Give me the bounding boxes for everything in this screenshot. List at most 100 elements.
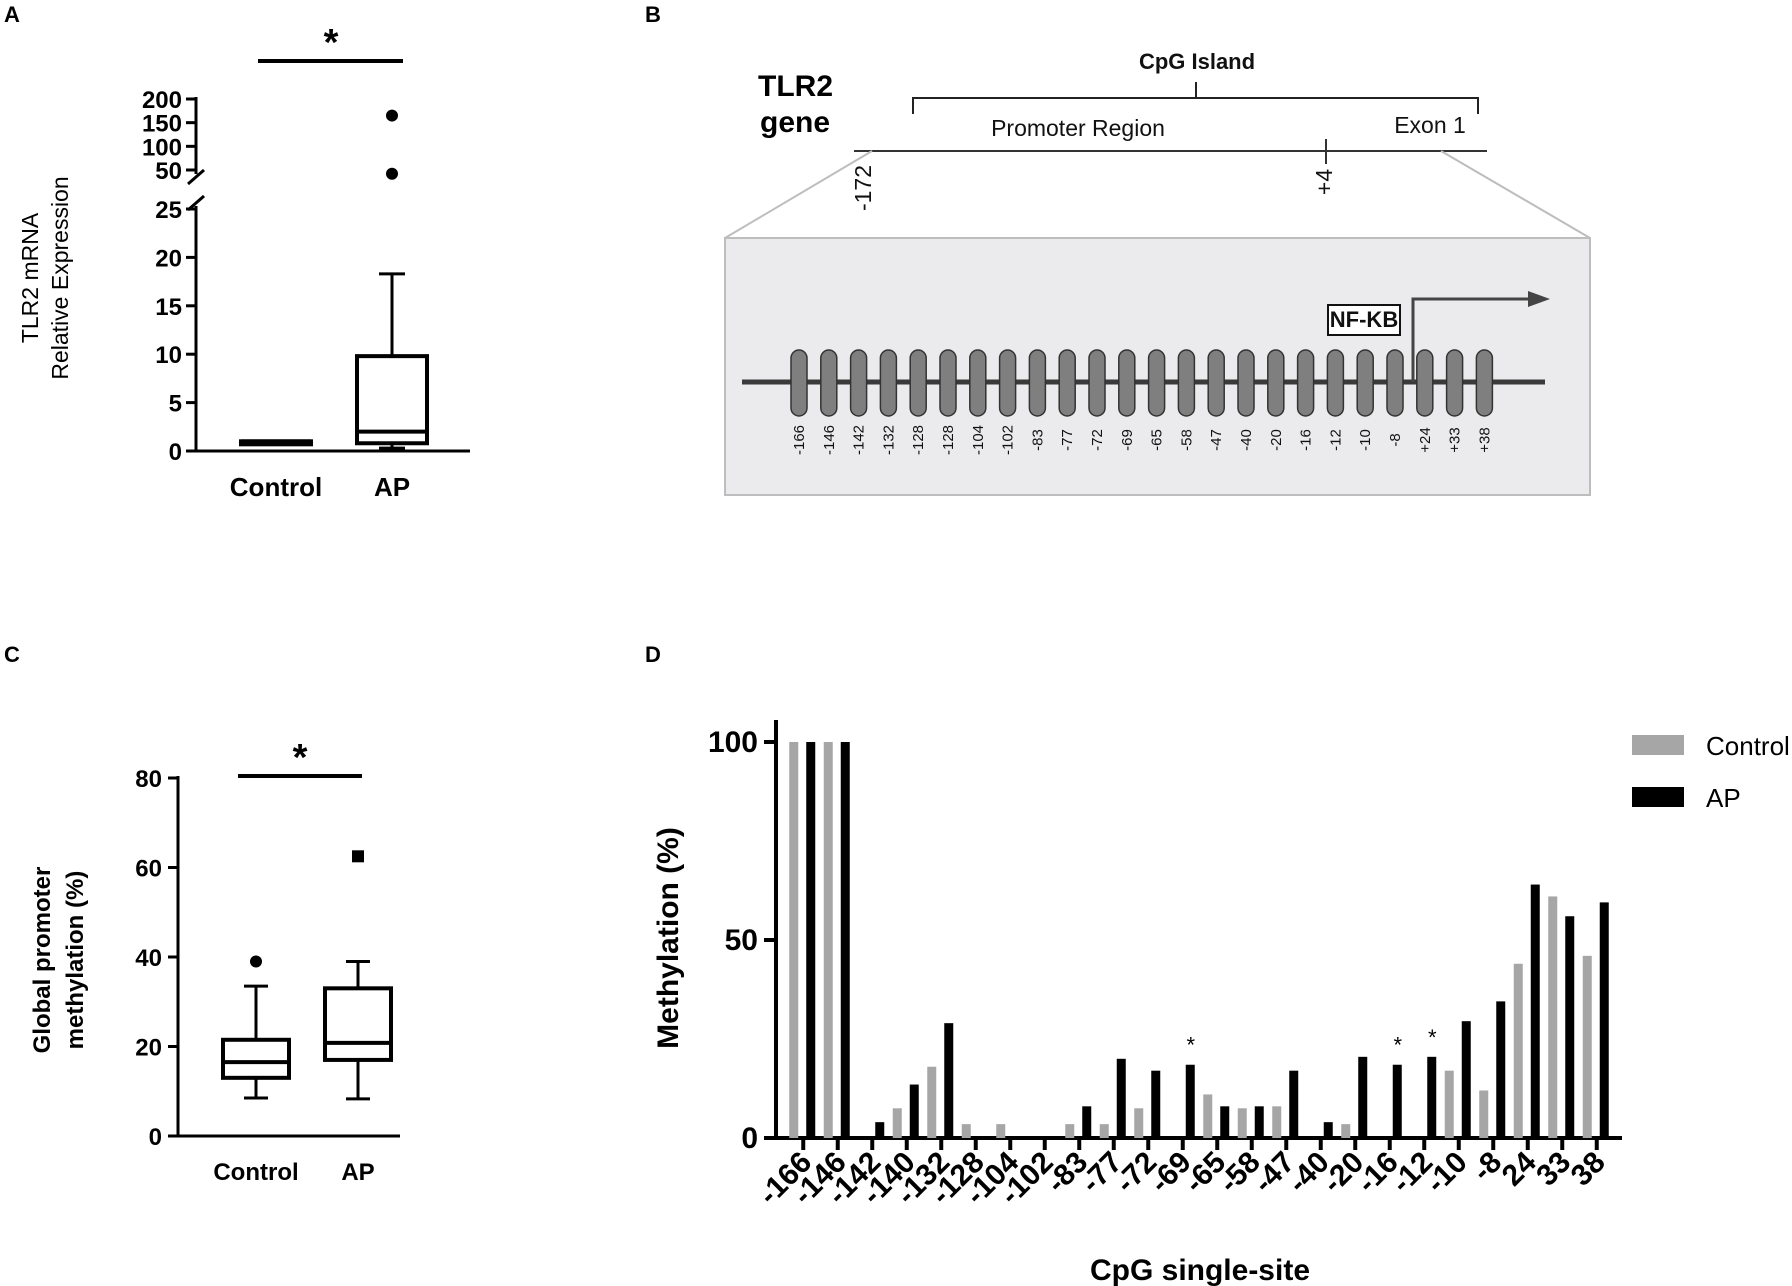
d-ytick-label: 0 xyxy=(741,1122,758,1155)
panel-letter-b: B xyxy=(645,2,661,27)
b-cpg-site-label: -12 xyxy=(1327,429,1344,451)
panel-letter-c: C xyxy=(4,642,20,667)
a-ytick-label: 5 xyxy=(169,391,182,418)
d-bar-ap xyxy=(1151,1070,1161,1138)
d-bar-control xyxy=(1513,963,1523,1138)
b-cpg-site-oval xyxy=(790,349,808,417)
d-bar-control xyxy=(1582,955,1592,1138)
c-ylabel: Global promoter methylation (%) xyxy=(29,867,89,1054)
b-cpg-site-label: +24 xyxy=(1417,427,1434,452)
b-cpg-site-oval xyxy=(1296,349,1315,417)
d-bar-control xyxy=(1099,1124,1109,1138)
d-bar-ap xyxy=(1082,1106,1092,1138)
d-bar-ap xyxy=(1427,1056,1437,1138)
d-bar-control xyxy=(1272,1106,1282,1138)
b-cpg-site-label: -40 xyxy=(1238,429,1255,451)
b-nfkb-label: NF-KB xyxy=(1330,307,1398,332)
c-outlier-point xyxy=(250,955,262,968)
d-bar-control xyxy=(1548,896,1558,1138)
d-bar-control xyxy=(1065,1124,1075,1138)
b-cpg-site-label: -47 xyxy=(1208,429,1225,451)
a-significance-star: * xyxy=(324,22,339,64)
a-xtick-label: AP xyxy=(374,472,410,502)
d-legend-label-ap: AP xyxy=(1706,783,1741,813)
d-significance-star: * xyxy=(1393,1033,1402,1058)
d-bar-ap xyxy=(1323,1122,1333,1138)
panel-letter-a: A xyxy=(4,2,20,27)
b-cpg-site-oval xyxy=(1326,349,1345,417)
d-bar-control xyxy=(927,1066,937,1138)
b-cpg-site-label: -83 xyxy=(1029,429,1046,451)
b-cpg-site-label: -65 xyxy=(1149,429,1166,451)
d-ytick-label: 50 xyxy=(725,924,758,957)
b-cpg-site-label: -10 xyxy=(1357,429,1374,451)
c-xtick-label: Control xyxy=(213,1159,298,1186)
b-cpg-site-oval xyxy=(998,349,1017,417)
panel-letter-d: D xyxy=(645,642,661,667)
b-cpg-site-oval xyxy=(1177,349,1196,417)
b-cpg-site-oval xyxy=(820,349,838,417)
a-ytick-label: 100 xyxy=(142,134,182,161)
d-bar-control xyxy=(961,1124,971,1138)
b-cpg-island-label: CpG Island xyxy=(1139,49,1255,74)
d-bar-control xyxy=(1237,1108,1247,1138)
d-bar-control xyxy=(1134,1108,1144,1138)
c-ytick-label: 60 xyxy=(135,856,162,883)
b-exon-label: Exon 1 xyxy=(1394,112,1466,138)
d-bar-ap xyxy=(840,742,850,1138)
b-cpg-site-oval xyxy=(939,349,957,417)
c-outlier-point xyxy=(352,850,364,863)
a-ytick-label: 150 xyxy=(142,111,182,138)
c-ytick-label: 20 xyxy=(135,1035,162,1062)
b-cpg-site-oval xyxy=(1386,349,1404,417)
a-ytick-label: 10 xyxy=(155,342,182,369)
b-gene-name-line2: gene xyxy=(760,106,830,139)
d-bar-ap xyxy=(1358,1056,1368,1138)
c-ytick-label: 80 xyxy=(135,766,162,793)
a-ytick-label: 200 xyxy=(142,87,182,114)
b-cpg-site-label: -142 xyxy=(851,425,868,455)
b-cpg-site-label: -166 xyxy=(791,425,808,455)
b-cpg-site-label: -128 xyxy=(940,425,957,455)
d-bar-ap xyxy=(1254,1106,1264,1138)
d-xtick-label: -10 xyxy=(1420,1146,1474,1200)
a-ytick-label: 50 xyxy=(155,158,182,185)
a-outlier-point xyxy=(386,167,398,180)
b-transcription-arrow-head xyxy=(1528,291,1550,307)
b-cpg-site-oval xyxy=(909,349,927,417)
a-ytick-label: 20 xyxy=(155,245,182,272)
a-ytick-label: 15 xyxy=(155,294,182,321)
a-ylabel-line2: Relative Expression xyxy=(47,176,73,379)
d-bar-ap xyxy=(1530,884,1540,1138)
b-promoter-label: Promoter Region xyxy=(991,115,1165,141)
b-cpg-site-oval xyxy=(879,349,898,417)
d-legend-swatch-control xyxy=(1632,735,1684,755)
b-cpg-site-oval xyxy=(1267,349,1285,417)
d-bar-control xyxy=(1479,1090,1489,1138)
b-zoom-line-right xyxy=(1440,150,1591,239)
d-xtick-label: 38 xyxy=(1565,1146,1612,1193)
d-legend-label-control: Control xyxy=(1706,731,1790,761)
b-cpg-site-label: -8 xyxy=(1387,433,1404,446)
a-axis-break-upper xyxy=(187,168,205,186)
a-outlier-point xyxy=(386,109,398,122)
b-cpg-site-oval xyxy=(1147,349,1166,417)
b-cpg-site-label: -104 xyxy=(970,425,987,455)
d-significance-star: * xyxy=(1428,1025,1437,1050)
d-bar-control xyxy=(823,742,833,1138)
d-bar-ap xyxy=(1392,1064,1402,1138)
b-nfkb-box xyxy=(1327,304,1401,336)
b-cpg-site-oval xyxy=(1207,349,1225,417)
b-cpg-site-oval xyxy=(1088,349,1106,417)
b-cpg-site-label: -58 xyxy=(1178,429,1195,451)
b-gene-name-line1: TLR2 xyxy=(758,70,833,103)
b-cpg-site-label: -102 xyxy=(1000,425,1017,455)
b-cpg-site-oval xyxy=(1028,349,1047,417)
c-ylabel-line1: Global promoter xyxy=(29,867,56,1054)
a-ytick-label: 0 xyxy=(169,439,182,466)
d-bar-ap xyxy=(909,1084,919,1138)
